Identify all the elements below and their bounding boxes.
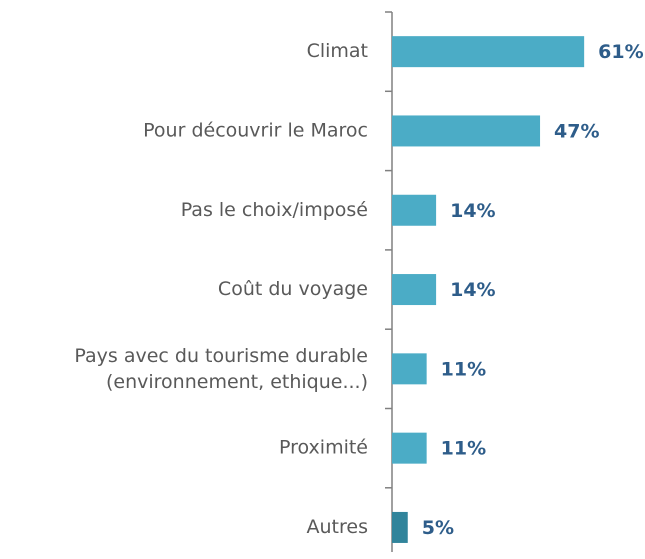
bar [392,511,408,543]
bar [392,353,427,385]
value-label: 5% [422,517,454,539]
bar [392,115,541,147]
value-label: 11% [441,438,486,460]
value-label: 14% [450,279,495,301]
value-label: 61% [598,41,643,63]
bar [392,194,437,226]
bar [392,36,585,68]
category-label: Climat [307,40,368,62]
bar [392,274,437,306]
category-label: Autres [307,516,368,538]
category-label: Pour découvrir le Maroc [143,119,368,141]
category-label: Coût du voyage [218,278,368,300]
bar [392,432,427,464]
value-label: 47% [554,120,599,142]
value-label: 14% [450,200,495,222]
value-label: 11% [441,358,486,380]
category-label: Pays avec du tourisme durable (environnem… [74,344,368,392]
category-label: Proximité [279,437,368,459]
category-label: Pas le choix/imposé [181,199,368,221]
